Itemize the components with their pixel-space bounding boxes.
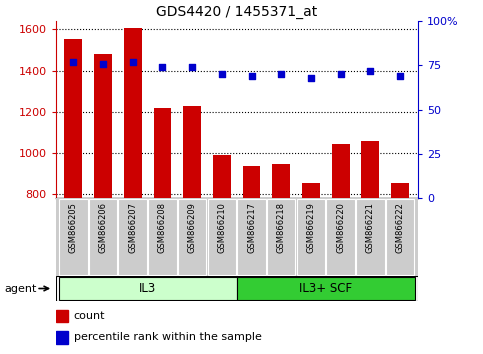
Bar	[94, 54, 112, 354]
Bar	[124, 28, 142, 354]
Bar	[332, 144, 350, 354]
Bar	[56, 276, 418, 301]
Point	[218, 72, 226, 77]
Point	[367, 68, 374, 74]
FancyBboxPatch shape	[237, 199, 266, 275]
Bar	[361, 141, 379, 354]
Bar	[154, 108, 171, 354]
Point	[188, 64, 196, 70]
FancyBboxPatch shape	[118, 199, 147, 275]
FancyBboxPatch shape	[297, 199, 325, 275]
Text: agent: agent	[5, 284, 37, 293]
Text: GSM866220: GSM866220	[336, 202, 345, 253]
FancyBboxPatch shape	[237, 276, 415, 301]
Text: GSM866205: GSM866205	[69, 202, 78, 253]
Bar	[242, 166, 260, 354]
Point	[396, 73, 404, 79]
Title: GDS4420 / 1455371_at: GDS4420 / 1455371_at	[156, 5, 317, 19]
Text: count: count	[73, 311, 105, 321]
FancyBboxPatch shape	[148, 199, 177, 275]
Text: IL3+ SCF: IL3+ SCF	[299, 282, 352, 295]
Bar	[213, 155, 231, 354]
FancyBboxPatch shape	[89, 199, 117, 275]
Point	[158, 64, 166, 70]
Bar	[272, 164, 290, 354]
Text: GSM866206: GSM866206	[99, 202, 108, 253]
Bar	[64, 39, 82, 354]
Text: GSM866221: GSM866221	[366, 202, 375, 253]
FancyBboxPatch shape	[58, 276, 237, 301]
Text: GSM866208: GSM866208	[158, 202, 167, 253]
Point	[248, 73, 256, 79]
Point	[70, 59, 77, 65]
FancyBboxPatch shape	[386, 199, 414, 275]
FancyBboxPatch shape	[356, 199, 384, 275]
Text: GSM866219: GSM866219	[306, 202, 315, 253]
Point	[337, 72, 344, 77]
Text: percentile rank within the sample: percentile rank within the sample	[73, 332, 261, 342]
Bar	[391, 183, 409, 354]
Text: GSM866218: GSM866218	[277, 202, 286, 253]
Text: GSM866207: GSM866207	[128, 202, 137, 253]
Bar	[56, 309, 68, 322]
FancyBboxPatch shape	[59, 199, 87, 275]
FancyBboxPatch shape	[208, 199, 236, 275]
Point	[307, 75, 315, 81]
Bar	[302, 183, 320, 354]
Text: IL3: IL3	[139, 282, 156, 295]
Text: GSM866209: GSM866209	[187, 202, 197, 253]
Bar	[56, 198, 418, 276]
Point	[129, 59, 137, 65]
Point	[277, 72, 285, 77]
FancyBboxPatch shape	[178, 199, 206, 275]
FancyBboxPatch shape	[327, 199, 355, 275]
Bar	[183, 105, 201, 354]
Text: GSM866222: GSM866222	[396, 202, 404, 253]
Text: GSM866217: GSM866217	[247, 202, 256, 253]
FancyBboxPatch shape	[267, 199, 296, 275]
Point	[99, 61, 107, 67]
Text: GSM866210: GSM866210	[217, 202, 227, 253]
Bar	[56, 331, 68, 343]
